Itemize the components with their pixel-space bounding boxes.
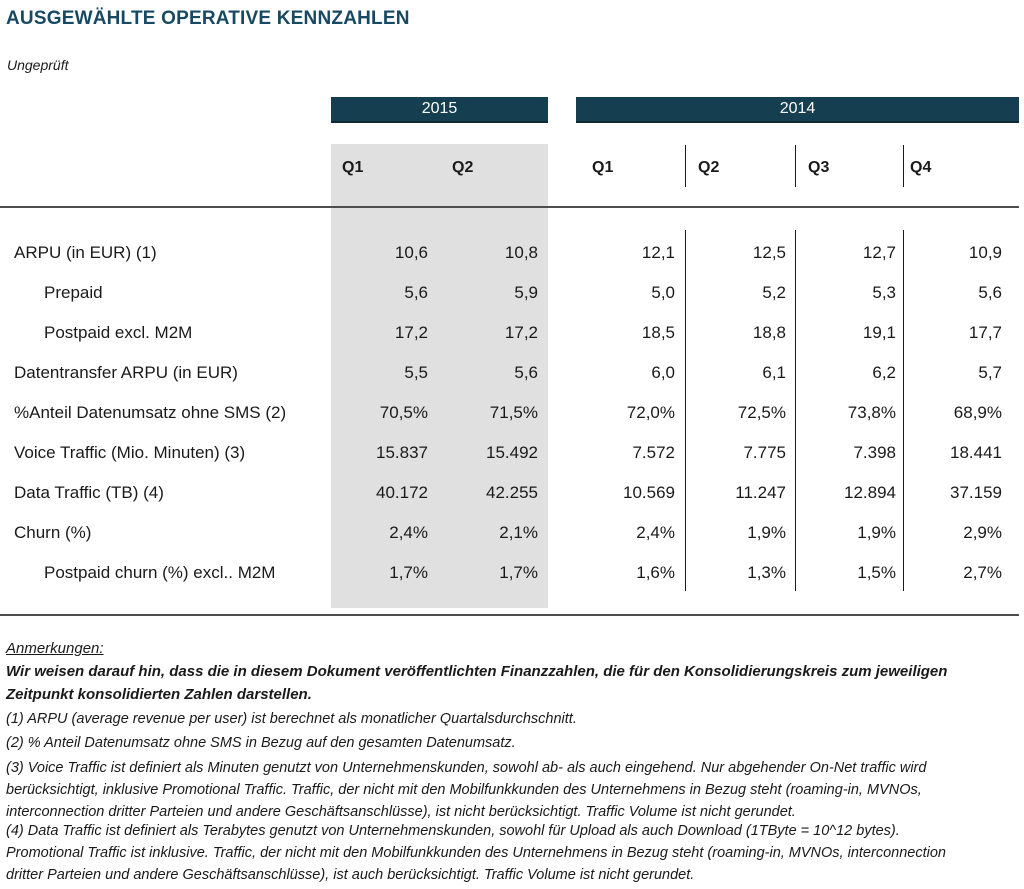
cell-value: 6,1	[762, 363, 786, 382]
footnotes-heading: Anmerkungen:	[6, 640, 104, 657]
table-row: %Anteil Datenumsatz ohne SMS (2) 70,5% 71,…	[0, 393, 1024, 433]
cell-value: 12,7	[862, 243, 896, 262]
cell-value: 15.837	[376, 443, 428, 462]
cell-value: 5,6	[404, 283, 428, 302]
cell-value: 70,5%	[379, 403, 428, 422]
cell-value: 1,5%	[857, 563, 896, 582]
cell-value: 2,4%	[636, 523, 675, 542]
year-band-2014: 2014	[576, 97, 1019, 123]
cell-value: 18,8	[752, 323, 786, 342]
unaudited-note: Ungeprüft	[7, 57, 69, 73]
header-column-separator	[903, 145, 904, 187]
row-label: %Anteil Datenumsatz ohne SMS (2)	[14, 403, 287, 422]
table-row: Prepaid 5,6 5,9 5,0 5,2 5,3 5,6	[0, 273, 1024, 313]
row-label: ARPU (in EUR) (1)	[14, 243, 157, 262]
row-label: Postpaid churn (%) excl.. M2M	[44, 563, 276, 582]
cell-value: 17,2	[394, 323, 428, 342]
column-header-2014-q1: Q1	[592, 159, 614, 176]
row-label: Churn (%)	[14, 523, 92, 542]
cell-value: 5,0	[651, 283, 675, 302]
footnote-2: (2) % Anteil Datenumsatz ohne SMS in Bez…	[6, 735, 516, 751]
cell-value: 72,5%	[737, 403, 786, 422]
cell-value: 40.172	[376, 483, 428, 502]
column-header-2014-q3: Q3	[808, 159, 830, 176]
cell-value: 1,9%	[747, 523, 786, 542]
cell-value: 1,3%	[747, 563, 786, 582]
cell-value: 73,8%	[847, 403, 896, 422]
table-row: Datentransfer ARPU (in EUR) 5,5 5,6 6,0 6,1 6…	[0, 353, 1024, 393]
row-label: Datentransfer ARPU (in EUR)	[14, 363, 238, 382]
footnote-4: (4) Data Traffic ist definiert als Terab…	[6, 823, 946, 883]
cell-value: 12,1	[641, 243, 675, 262]
cell-value: 10,6	[394, 243, 428, 262]
row-label: Data Traffic (TB) (4)	[14, 483, 164, 502]
table-row: Data Traffic (TB) (4) 40.172 42.255 10.569 1…	[0, 473, 1024, 513]
table-row: Churn (%) 2,4% 2,1% 2,4% 1,9% 1,9% 2,9%	[0, 513, 1024, 553]
column-header-2014-q2: Q2	[698, 159, 720, 176]
highlight-column-band	[331, 144, 548, 608]
row-label: Prepaid	[44, 283, 103, 302]
cell-value: 1,6%	[636, 563, 675, 582]
cell-value: 17,7	[968, 323, 1002, 342]
row-label: Postpaid excl. M2M	[44, 323, 193, 342]
row-label: Voice Traffic (Mio. Minuten) (3)	[14, 443, 246, 462]
cell-value: 19,1	[862, 323, 896, 342]
cell-value: 1,9%	[857, 523, 896, 542]
cell-value: 18.441	[950, 443, 1002, 462]
cell-value: 72,0%	[626, 403, 675, 422]
cell-value: 10,8	[504, 243, 538, 262]
column-header-2015-q2: Q2	[452, 159, 474, 176]
cell-value: 5,7	[978, 363, 1002, 382]
cell-value: 5,6	[978, 283, 1002, 302]
cell-value: 10.569	[623, 483, 675, 502]
cell-value: 7.398	[853, 443, 896, 462]
table-rule-top	[0, 206, 1019, 208]
header-column-separator	[685, 145, 686, 187]
table-row: Postpaid excl. M2M 17,2 17,2 18,5 18,8 19,1 17…	[0, 313, 1024, 353]
cell-value: 10,9	[968, 243, 1002, 262]
cell-value: 2,4%	[389, 523, 428, 542]
footnote-consolidation-notice: Wir weisen darauf hin, dass die in diese…	[6, 663, 948, 703]
table-row: Voice Traffic (Mio. Minuten) (3) 15.837 15…	[0, 433, 1024, 473]
cell-value: 15.492	[486, 443, 538, 462]
cell-value: 7.775	[743, 443, 786, 462]
cell-value: 6,0	[651, 363, 675, 382]
cell-value: 18,5	[641, 323, 675, 342]
cell-value: 71,5%	[489, 403, 538, 422]
footnote-3: (3) Voice Traffic ist definiert als Minu…	[6, 760, 927, 820]
cell-value: 2,1%	[499, 523, 538, 542]
cell-value: 12.894	[844, 483, 896, 502]
cell-value: 42.255	[486, 483, 538, 502]
cell-value: 5,5	[404, 363, 428, 382]
cell-value: 11.247	[735, 483, 786, 502]
cell-value: 6,2	[872, 363, 896, 382]
body-column-separator	[795, 230, 796, 591]
cell-value: 12,5	[752, 243, 786, 262]
cell-value: 5,3	[872, 283, 896, 302]
cell-value: 1,7%	[499, 563, 538, 582]
footnote-1: (1) ARPU (average revenue per user) ist …	[6, 711, 577, 727]
cell-value: 68,9%	[953, 403, 1002, 422]
column-header-2015-q1: Q1	[342, 159, 364, 176]
page-title: AUSGEWÄHLTE OPERATIVE KENNZAHLEN	[6, 8, 410, 29]
cell-value: 7.572	[632, 443, 675, 462]
cell-value: 2,9%	[963, 523, 1002, 542]
cell-value: 1,7%	[389, 563, 428, 582]
cell-value: 5,9	[514, 283, 538, 302]
body-column-separator	[903, 230, 904, 591]
cell-value: 5,2	[762, 283, 786, 302]
table-rule-bottom	[0, 614, 1019, 616]
cell-value: 2,7%	[963, 563, 1002, 582]
header-column-separator	[795, 145, 796, 187]
column-header-2014-q4: Q4	[910, 159, 932, 176]
table-row: Postpaid churn (%) excl.. M2M 1,7% 1,7% 1,6…	[0, 553, 1024, 593]
cell-value: 17,2	[504, 323, 538, 342]
body-column-separator	[685, 230, 686, 591]
cell-value: 37.159	[950, 483, 1002, 502]
table-row: ARPU (in EUR) (1) 10,6 10,8 12,1 12,5 12,7 10,…	[0, 233, 1024, 273]
cell-value: 5,6	[514, 363, 538, 382]
year-band-2015: 2015	[331, 97, 548, 123]
